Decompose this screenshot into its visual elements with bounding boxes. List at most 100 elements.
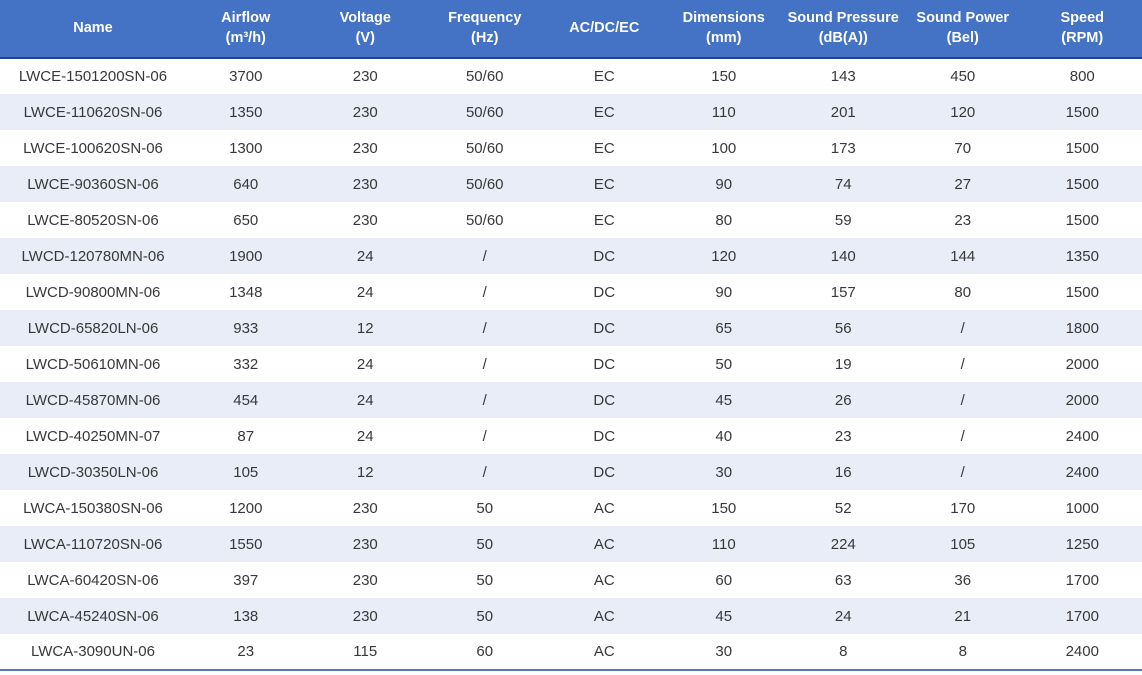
column-header-label: Sound Power bbox=[916, 9, 1010, 26]
column-header-unit: (mm) bbox=[706, 29, 742, 46]
table-cell: 21 bbox=[903, 598, 1023, 634]
cell-name: LWCD-50610MN-06 bbox=[0, 346, 186, 382]
table-cell: 1200 bbox=[186, 490, 306, 526]
table-cell: DC bbox=[544, 382, 664, 418]
table-row: LWCE-80520SN-06 650 230 50/60 EC 80 59 23 1500 bbox=[0, 202, 1142, 238]
table-cell: 230 bbox=[305, 526, 425, 562]
table-cell: 36 bbox=[903, 562, 1023, 598]
table-cell: DC bbox=[544, 454, 664, 490]
cell-name: LWCD-30350LN-06 bbox=[0, 454, 186, 490]
cell-name: LWCA-110720SN-06 bbox=[0, 526, 186, 562]
column-header-sound-power: Sound Power (Bel) bbox=[903, 0, 1023, 59]
table-cell: 50 bbox=[664, 346, 784, 382]
table-cell: 8 bbox=[783, 634, 903, 670]
table-cell: EC bbox=[544, 130, 664, 166]
table-cell: 52 bbox=[783, 490, 903, 526]
table-cell: 74 bbox=[783, 166, 903, 202]
table-cell: 1900 bbox=[186, 238, 306, 274]
table-cell: 90 bbox=[664, 274, 784, 310]
table-row: LWCD-45870MN-06 454 24/DC 45 26/2000 bbox=[0, 382, 1142, 418]
column-header-dimensions: Dimensions (mm) bbox=[664, 0, 784, 59]
header-row: Name Airflow (m³/h) Voltage (V) Frequency (Hz)… bbox=[0, 0, 1142, 59]
table-cell: 230 bbox=[305, 490, 425, 526]
table-cell: DC bbox=[544, 418, 664, 454]
cell-name: LWCA-150380SN-06 bbox=[0, 490, 186, 526]
table-cell: 23 bbox=[903, 202, 1023, 238]
table-cell: 24 bbox=[305, 274, 425, 310]
table-cell: DC bbox=[544, 238, 664, 274]
column-header-sound-pressure: Sound Pressure (dB(A)) bbox=[783, 0, 903, 59]
table-row: LWCD-90800MN-06 1348 24/DC 90 157 80 1500 bbox=[0, 274, 1142, 310]
column-header-frequency: Frequency (Hz) bbox=[425, 0, 545, 59]
column-header-name: Name bbox=[0, 0, 186, 59]
table-cell: 26 bbox=[783, 382, 903, 418]
table-cell: 50 bbox=[425, 526, 545, 562]
table-cell: 1350 bbox=[186, 94, 306, 130]
table-cell: / bbox=[425, 310, 545, 346]
table-cell: DC bbox=[544, 310, 664, 346]
table-cell: 120 bbox=[664, 238, 784, 274]
table-cell: EC bbox=[544, 166, 664, 202]
table-cell: 50/60 bbox=[425, 58, 545, 94]
table-cell: 3700 bbox=[186, 58, 306, 94]
cell-name: LWCE-100620SN-06 bbox=[0, 130, 186, 166]
table-cell: / bbox=[425, 274, 545, 310]
table-cell: 650 bbox=[186, 202, 306, 238]
table-cell: 50/60 bbox=[425, 166, 545, 202]
table-cell: 63 bbox=[783, 562, 903, 598]
table-cell: 138 bbox=[186, 598, 306, 634]
table-cell: 2400 bbox=[1022, 418, 1142, 454]
table-cell: EC bbox=[544, 94, 664, 130]
table-cell: 80 bbox=[903, 274, 1023, 310]
table-cell: 59 bbox=[783, 202, 903, 238]
table-row: LWCD-50610MN-06 332 24/DC 50 19/2000 bbox=[0, 346, 1142, 382]
table-cell: 24 bbox=[783, 598, 903, 634]
table-cell: 800 bbox=[1022, 58, 1142, 94]
table-cell: / bbox=[903, 310, 1023, 346]
table-row: LWCE-1501200SN-06 3700 230 50/60 EC 150 143 450… bbox=[0, 58, 1142, 94]
cell-name: LWCE-90360SN-06 bbox=[0, 166, 186, 202]
table-cell: 110 bbox=[664, 94, 784, 130]
cell-name: LWCA-45240SN-06 bbox=[0, 598, 186, 634]
table-cell: 90 bbox=[664, 166, 784, 202]
table-cell: 173 bbox=[783, 130, 903, 166]
table-cell: 1700 bbox=[1022, 562, 1142, 598]
table-cell: 1300 bbox=[186, 130, 306, 166]
table-cell: 56 bbox=[783, 310, 903, 346]
table-cell: 80 bbox=[664, 202, 784, 238]
table-cell: 150 bbox=[664, 490, 784, 526]
cell-name: LWCE-1501200SN-06 bbox=[0, 58, 186, 94]
column-header-label: Speed bbox=[1060, 9, 1104, 26]
table-cell: 450 bbox=[903, 58, 1023, 94]
column-header-current-type: AC/DC/EC bbox=[544, 0, 664, 59]
table-cell: AC bbox=[544, 598, 664, 634]
table-cell: 50/60 bbox=[425, 94, 545, 130]
column-header-unit: (Bel) bbox=[946, 29, 979, 46]
table-cell: AC bbox=[544, 634, 664, 670]
table-cell: 120 bbox=[903, 94, 1023, 130]
table-cell: 27 bbox=[903, 166, 1023, 202]
table-cell: 140 bbox=[783, 238, 903, 274]
table-cell: / bbox=[903, 382, 1023, 418]
table-cell: 933 bbox=[186, 310, 306, 346]
table-cell: 230 bbox=[305, 58, 425, 94]
table-cell: 230 bbox=[305, 598, 425, 634]
table-cell: 230 bbox=[305, 94, 425, 130]
table-cell: 16 bbox=[783, 454, 903, 490]
table-cell: 87 bbox=[186, 418, 306, 454]
table-cell: 230 bbox=[305, 562, 425, 598]
table-cell: 170 bbox=[903, 490, 1023, 526]
table-row: LWCA-60420SN-06 397 230 50 AC 60 63 36 1700 bbox=[0, 562, 1142, 598]
table-row: LWCD-65820LN-06 933 12/DC 65 56/1800 bbox=[0, 310, 1142, 346]
table-cell: 2400 bbox=[1022, 634, 1142, 670]
table-cell: 143 bbox=[783, 58, 903, 94]
table-cell: 1700 bbox=[1022, 598, 1142, 634]
table-cell: 8 bbox=[903, 634, 1023, 670]
table-cell: 24 bbox=[305, 382, 425, 418]
table-cell: 24 bbox=[305, 238, 425, 274]
column-header-unit: (V) bbox=[355, 29, 375, 46]
table-cell: 2400 bbox=[1022, 454, 1142, 490]
column-header-speed: Speed (RPM) bbox=[1022, 0, 1142, 59]
table-cell: 100 bbox=[664, 130, 784, 166]
